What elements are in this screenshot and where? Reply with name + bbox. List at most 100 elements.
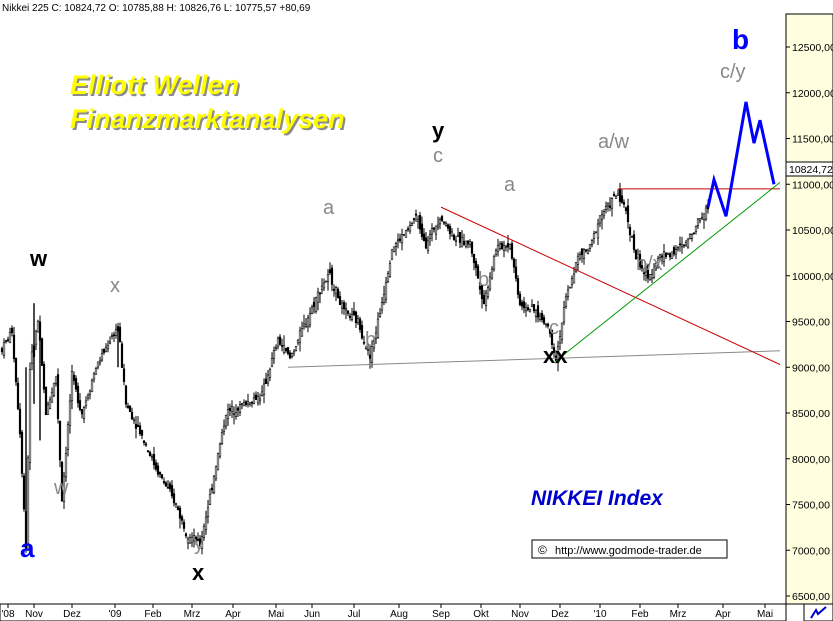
candle-body	[18, 408, 22, 435]
candle-body	[434, 225, 438, 235]
candle-body	[164, 482, 168, 487]
candle-body	[172, 493, 176, 504]
candle-body	[146, 450, 150, 453]
candle-body	[538, 315, 542, 320]
candle-body	[388, 263, 392, 277]
wave-label: b/x	[636, 253, 663, 275]
candle-body	[526, 307, 530, 311]
candle-body	[406, 228, 410, 231]
header-text: Nikkei 225 C: 10824,72 O: 10785,88 H: 10…	[2, 3, 311, 14]
candle-body	[576, 255, 580, 265]
candle-body	[198, 538, 202, 547]
candle-body	[582, 249, 586, 259]
candle-body	[446, 224, 450, 229]
candle-body	[300, 328, 304, 337]
candle-body	[322, 282, 326, 289]
candle-body	[52, 382, 56, 396]
wave-label: y	[432, 118, 445, 143]
candle-body	[648, 274, 652, 281]
wave-label: w	[53, 477, 69, 499]
candle-body	[30, 351, 34, 364]
copyright-url[interactable]: http://www.godmode-trader.de	[555, 545, 702, 557]
candle-body	[250, 401, 254, 404]
candle-body	[544, 323, 548, 326]
candle-body	[548, 329, 552, 334]
x-tick-label: Apr	[715, 609, 731, 620]
candle-body	[492, 256, 496, 270]
candle-body	[550, 329, 554, 345]
candle-body	[72, 374, 76, 381]
candle-body	[520, 302, 524, 307]
candle-body	[486, 287, 490, 297]
candle-body	[320, 285, 324, 290]
candle-body	[260, 391, 264, 396]
candle-body	[460, 236, 464, 248]
x-tick-label: Mai	[268, 609, 284, 620]
candle-body	[150, 456, 154, 459]
chart-tool-icon[interactable]	[810, 606, 827, 619]
candle-body	[14, 357, 18, 383]
candle-body	[324, 280, 328, 283]
candle-body	[614, 196, 618, 199]
candle-body	[356, 318, 360, 323]
candle-body	[196, 538, 200, 541]
candle-body	[394, 243, 398, 247]
last-price-label: 10824,72	[789, 164, 833, 176]
candle-body	[346, 310, 350, 314]
candle-body	[536, 305, 540, 318]
x-tick-label: Dez	[63, 609, 81, 620]
copyright-box	[531, 539, 728, 559]
candle-body	[362, 341, 366, 344]
candle-body	[122, 368, 126, 382]
candle-body	[26, 457, 30, 550]
candle-body	[216, 453, 220, 471]
candle-body	[170, 485, 174, 497]
candle-body	[12, 334, 16, 359]
trendlines	[287, 182, 781, 368]
candle-body	[674, 249, 678, 255]
candle-body	[112, 334, 116, 337]
candle-body	[646, 265, 650, 279]
candle-body	[386, 273, 390, 282]
candle-body	[350, 313, 354, 320]
candle-body	[188, 537, 192, 544]
candle-body	[42, 364, 46, 390]
candle-body	[604, 206, 608, 210]
candle-body	[562, 307, 566, 323]
candle-body	[86, 395, 90, 399]
candle-body	[246, 401, 250, 405]
candle-body	[244, 401, 248, 405]
y-tick-label: 8000,00	[792, 454, 830, 466]
candle-body	[372, 339, 376, 349]
candle-body	[618, 189, 622, 202]
candle-body	[660, 255, 664, 258]
candle-body	[282, 345, 286, 353]
candle-body	[184, 533, 188, 537]
candle-body	[284, 347, 288, 352]
candle-body	[396, 239, 400, 242]
candle-body	[496, 245, 500, 252]
index-label: NIKKEI Index	[531, 487, 664, 510]
candle-body	[212, 476, 216, 494]
candle-body	[108, 341, 112, 344]
candle-body	[308, 312, 312, 326]
y-tick-label: 7500,00	[792, 500, 830, 512]
candle-body	[428, 234, 432, 239]
candle-body	[656, 258, 660, 265]
wave-label: c	[549, 317, 559, 339]
candle-body	[8, 331, 12, 343]
candle-body	[68, 400, 72, 426]
price-axis	[785, 13, 833, 605]
candle-body	[490, 268, 494, 279]
candle-body	[650, 274, 654, 279]
title-line2-shadow: Finanzmarktanalysen	[72, 106, 347, 136]
candle-body	[286, 347, 290, 354]
candle-body	[424, 237, 428, 249]
candle-body	[670, 251, 674, 259]
resistance-red-line	[440, 206, 781, 365]
candle-body	[128, 405, 132, 413]
candle-body	[344, 308, 348, 311]
candle-body	[572, 273, 576, 284]
candle-body	[476, 265, 480, 279]
candle-body	[584, 249, 588, 252]
